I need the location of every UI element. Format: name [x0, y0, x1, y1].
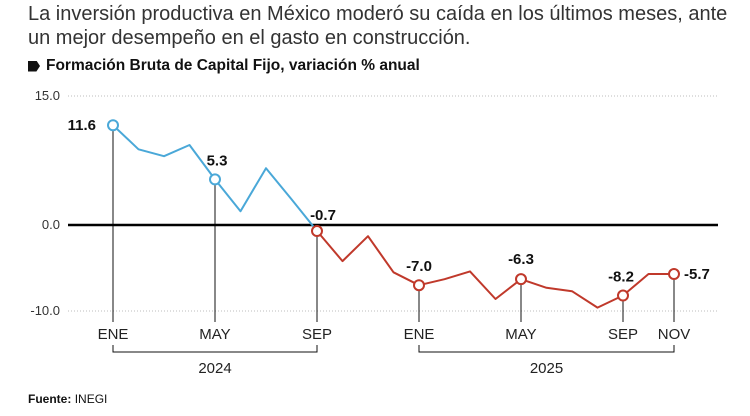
data-label: -6.3: [508, 251, 534, 268]
series-line-2025: [316, 230, 674, 309]
data-point-marker: [311, 225, 323, 238]
year-bracket: [418, 345, 675, 353]
data-point-marker: [617, 289, 629, 302]
x-tick-label: ENE: [404, 326, 435, 343]
x-tick-label: SEP: [302, 326, 332, 343]
x-tick-label: MAY: [199, 326, 230, 343]
y-tick-label: 15.0: [35, 88, 60, 103]
source-label: Fuente:: [28, 392, 72, 406]
year-label: 2025: [530, 360, 563, 377]
data-point-marker: [107, 119, 119, 132]
source-value: INEGI: [74, 392, 108, 406]
chart-subtitle-text: Formación Bruta de Capital Fijo, variaci…: [46, 57, 420, 74]
data-label: -8.2: [608, 269, 634, 286]
data-point-marker: [209, 173, 221, 186]
data-label: -0.7: [310, 207, 336, 224]
data-point-marker: [413, 279, 425, 292]
y-tick-label: -10.0: [30, 303, 60, 318]
year-label: 2024: [198, 360, 231, 377]
data-point-marker: [668, 268, 680, 281]
y-tick-label: 0.0: [42, 217, 60, 232]
data-label: 11.6: [68, 117, 96, 134]
x-tick-label: SEP: [608, 326, 638, 343]
x-tick-label: ENE: [98, 326, 129, 343]
x-tick-label: MAY: [505, 326, 536, 343]
data-label: -7.0: [406, 258, 432, 275]
year-bracket: [112, 345, 318, 353]
arrow-marker-icon: [28, 60, 40, 72]
data-label: -5.7: [684, 266, 710, 283]
chart-subtitle: Formación Bruta de Capital Fijo, variaci…: [28, 57, 420, 75]
data-point-marker: [515, 273, 527, 286]
data-label: 5.3: [207, 152, 228, 169]
headline: La inversión productiva en México moderó…: [28, 3, 728, 49]
source-note: Fuente: INEGI: [28, 392, 107, 406]
x-tick-label: NOV: [658, 326, 691, 343]
